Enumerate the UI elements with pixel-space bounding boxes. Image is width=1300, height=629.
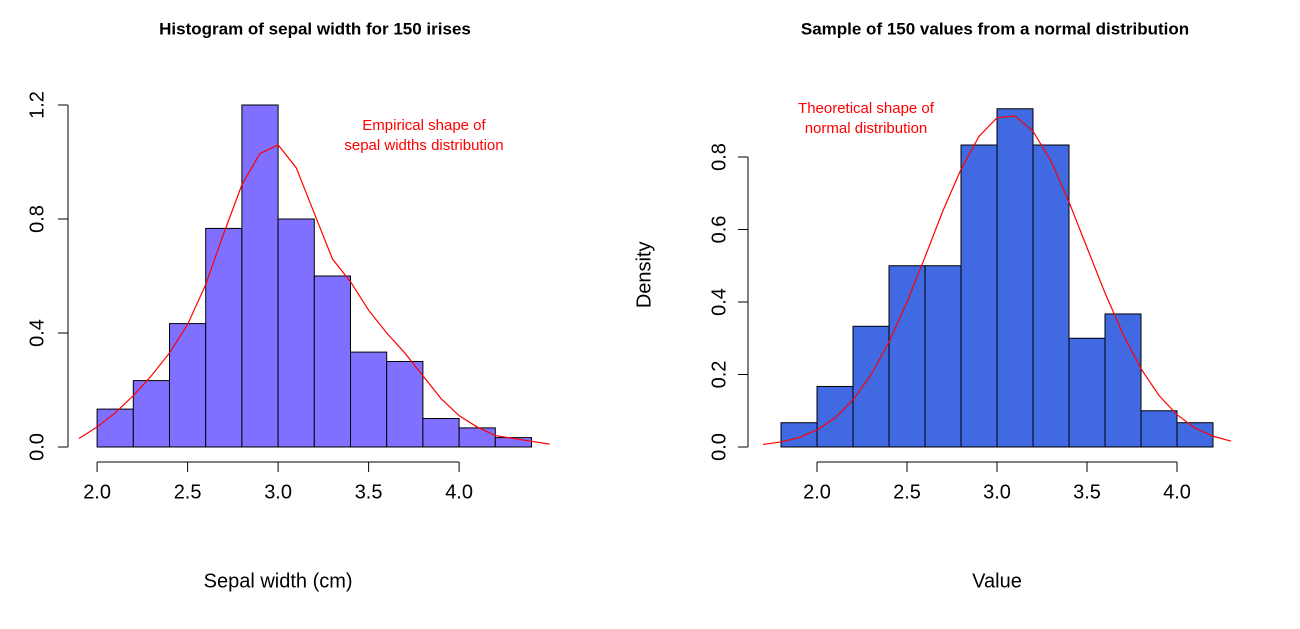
- x-tick-label: 3.0: [264, 481, 292, 503]
- bar: [1176, 422, 1214, 448]
- bar: [780, 422, 818, 448]
- x-tick-label: 4.0: [445, 481, 473, 503]
- x-tick-label: 4.0: [1163, 481, 1191, 503]
- y-tick-label: 0.8: [26, 205, 48, 233]
- y-tick-label: 1.2: [26, 91, 48, 119]
- y-tick-label: 0.4: [26, 319, 48, 347]
- y-tick-label: 0.2: [708, 361, 730, 389]
- bar: [996, 108, 1034, 448]
- x-tick-label: 3.0: [983, 481, 1011, 503]
- bar: [241, 104, 279, 448]
- bar: [386, 361, 424, 448]
- density-curve: [762, 115, 1232, 446]
- y-tick-label: 0.6: [708, 216, 730, 244]
- chart-title: Histogram of sepal width for 150 irises: [159, 19, 471, 38]
- bar: [350, 351, 388, 448]
- bar: [96, 408, 134, 448]
- bar: [816, 385, 854, 448]
- x-tick-label: 2.0: [803, 481, 831, 503]
- x-tick-label: 3.5: [1073, 481, 1101, 503]
- bar: [277, 218, 315, 448]
- y-tick-label: 0.0: [708, 433, 730, 461]
- annotation: Theoretical shape of: [798, 100, 935, 117]
- x-tick-label: 2.5: [174, 481, 202, 503]
- bar: [422, 418, 460, 448]
- bar: [205, 227, 243, 448]
- annotation: normal distribution: [805, 120, 928, 137]
- x-tick-label: 3.5: [355, 481, 383, 503]
- bar: [924, 265, 962, 448]
- x-tick-label: 2.5: [893, 481, 921, 503]
- bar: [169, 323, 207, 448]
- annotation: Empirical shape of: [362, 117, 486, 134]
- density-curve: [78, 144, 550, 445]
- chart-title: Sample of 150 values from a normal distr…: [801, 19, 1189, 38]
- x-tick-label: 2.0: [83, 481, 111, 503]
- bar: [1104, 313, 1142, 448]
- y-tick-label: 0.0: [26, 433, 48, 461]
- bar: [852, 325, 890, 448]
- annotation: sepal widths distribution: [344, 137, 503, 154]
- x-axis-label: Sepal width (cm): [204, 570, 353, 592]
- bar: [888, 265, 926, 448]
- y-axis-label: Density: [633, 241, 655, 308]
- bar: [960, 144, 998, 448]
- bar: [1032, 144, 1070, 448]
- bar: [132, 380, 171, 448]
- bar: [313, 275, 351, 448]
- bar: [494, 437, 532, 448]
- y-tick-label: 0.8: [708, 143, 730, 171]
- x-axis-label: Value: [972, 570, 1022, 592]
- bar: [458, 427, 496, 448]
- bar: [1140, 410, 1178, 448]
- y-tick-label: 0.4: [708, 288, 730, 316]
- bar: [1068, 337, 1106, 448]
